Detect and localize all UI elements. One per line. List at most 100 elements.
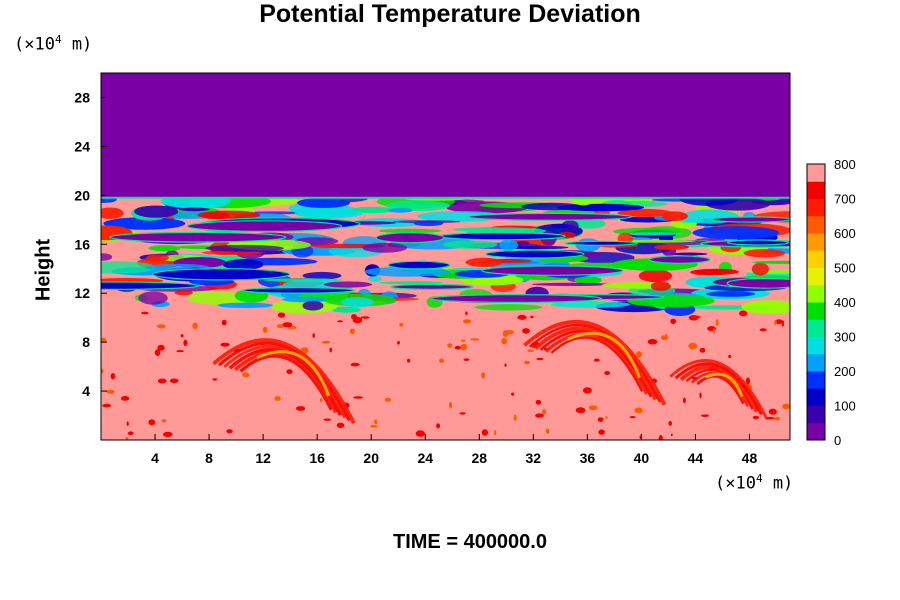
lower-speck xyxy=(226,429,233,434)
arc-stroke xyxy=(234,351,338,414)
x-tick-label: 8 xyxy=(205,450,213,466)
mid-layer-band xyxy=(710,216,790,223)
lower-speck xyxy=(535,413,544,418)
lower-speck xyxy=(598,429,605,435)
lower-speck xyxy=(647,339,658,345)
lower-speck xyxy=(169,378,179,384)
arc-stroke xyxy=(685,368,754,410)
mid-layer-blob xyxy=(378,228,442,234)
mid-layer-blob xyxy=(101,261,157,274)
lower-speck xyxy=(481,429,488,436)
colorbar-swatch xyxy=(807,336,825,355)
mid-layer-blob xyxy=(178,207,210,212)
lower-speck xyxy=(541,409,547,415)
mid-layer-blob xyxy=(413,220,444,227)
lower-speck xyxy=(459,412,466,415)
lower-speck xyxy=(699,347,706,353)
arc-structure xyxy=(669,359,768,418)
lower-speck xyxy=(192,322,198,329)
colorbar-swatch xyxy=(807,164,825,182)
lower-speck xyxy=(660,335,669,341)
mid-layer-blob xyxy=(474,304,543,311)
y-tick-label: 28 xyxy=(74,89,90,105)
mid-layer-blob xyxy=(574,276,602,284)
colorbar-tick-label: 0 xyxy=(834,433,841,448)
mid-layer-blob xyxy=(678,219,704,223)
mid-layer-band xyxy=(481,265,624,276)
mid-layer-blob xyxy=(550,301,631,308)
arc-stroke xyxy=(523,319,667,406)
lower-speck xyxy=(504,363,507,367)
mid-layer-band xyxy=(390,283,474,290)
mid-layer-blob xyxy=(531,282,612,286)
mid-layer-blob xyxy=(350,206,395,214)
lower-speck xyxy=(212,378,218,381)
colorbar-tick-label: 700 xyxy=(834,192,856,207)
lower-speck xyxy=(527,349,535,353)
lower-speck xyxy=(157,344,165,351)
lower-speck xyxy=(350,362,360,367)
lower-speck xyxy=(775,319,783,325)
mid-layer-blob xyxy=(572,218,606,229)
lower-speck xyxy=(545,428,550,434)
mid-layer-blob xyxy=(294,208,363,219)
y-tick-label: 8 xyxy=(82,334,90,350)
mid-layer-band xyxy=(467,212,633,221)
lower-speck xyxy=(154,349,161,356)
lower-speck xyxy=(658,435,663,440)
lower-speck xyxy=(522,328,530,334)
colorbar-tick-label: 100 xyxy=(834,399,856,414)
colorbar-swatch xyxy=(807,353,825,372)
mid-layer-blob xyxy=(650,281,671,291)
lower-speck xyxy=(180,334,184,338)
lower-speck xyxy=(360,316,370,319)
arc-stroke xyxy=(679,364,759,413)
lower-speck xyxy=(101,368,104,374)
lower-speck xyxy=(183,339,188,347)
arc-stroke xyxy=(544,332,649,395)
lower-speck xyxy=(605,416,608,419)
lower-speck xyxy=(470,338,480,341)
mid-layer-blob xyxy=(205,244,284,252)
mid-layer-blob xyxy=(302,300,324,311)
colorbar-swatch xyxy=(807,405,825,424)
arc-highlight xyxy=(256,350,331,397)
colorbar-swatch xyxy=(807,422,825,441)
arc-stroke xyxy=(669,359,768,418)
mid-layer-band xyxy=(186,220,343,233)
lower-speck xyxy=(148,419,156,426)
y-tick-label: 20 xyxy=(74,187,90,203)
heatmap-field xyxy=(101,73,790,440)
mid-layer-blob xyxy=(452,227,536,233)
lower-speck xyxy=(353,396,364,399)
lower-speck xyxy=(682,397,686,404)
mid-layer-blob xyxy=(550,223,572,228)
mid-layer-band xyxy=(726,277,790,289)
mid-layer-blob xyxy=(174,290,193,296)
colorbar-swatch xyxy=(807,388,825,406)
lower-speck xyxy=(604,371,611,375)
lower-speck xyxy=(536,357,544,361)
colorbar-tick-label: 300 xyxy=(834,330,856,345)
lower-speck xyxy=(524,360,530,365)
y-tick-label: 4 xyxy=(82,383,90,399)
lower-speck xyxy=(286,369,293,375)
lower-speck xyxy=(530,315,534,319)
arc-structure xyxy=(212,338,356,425)
mid-layer-blob xyxy=(752,260,790,264)
colorbar-swatch xyxy=(807,198,825,217)
lower-speck xyxy=(774,320,777,325)
x-tick-label: 40 xyxy=(634,450,650,466)
mid-layer-blob xyxy=(661,211,688,221)
colorbar-tick-label: 400 xyxy=(834,295,856,310)
mid-layer-blob xyxy=(217,302,273,308)
mid-layer-blob xyxy=(521,202,582,211)
lower-speck xyxy=(321,340,331,344)
lower-speck xyxy=(535,399,542,405)
lower-speck xyxy=(715,319,719,326)
mid-layer-blob xyxy=(499,239,519,251)
colorbar-swatch xyxy=(807,302,825,320)
x-tick-label: 44 xyxy=(688,450,704,466)
arc-stroke xyxy=(212,338,356,425)
colorbar-swatch xyxy=(807,267,825,286)
